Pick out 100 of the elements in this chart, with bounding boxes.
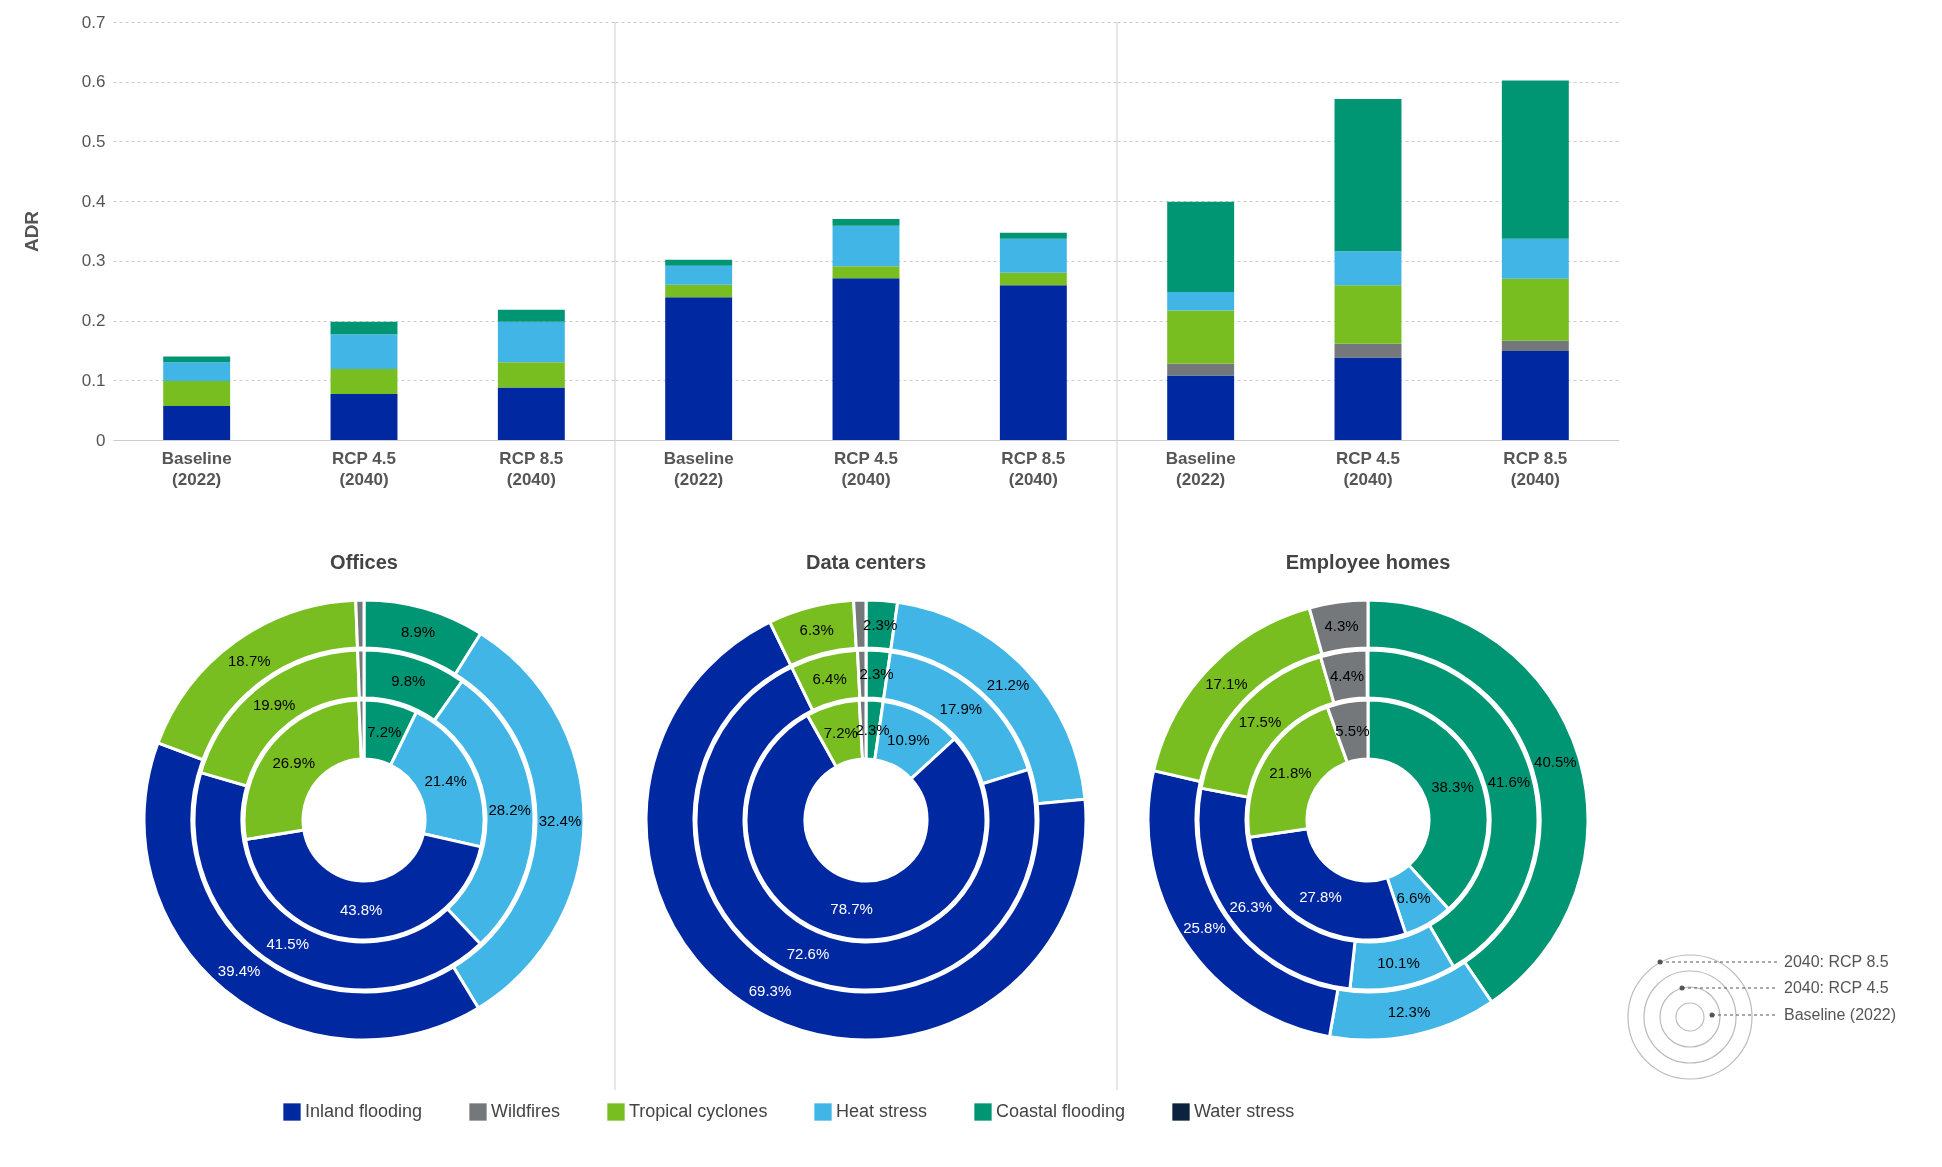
- data-label: 26.9%: [272, 753, 315, 771]
- bar: [163, 380, 231, 406]
- bar: [330, 368, 398, 395]
- legend-label: Water stress: [1194, 1101, 1295, 1121]
- data-label: 19.9%: [252, 695, 296, 713]
- data-label: 41.6%: [1487, 772, 1531, 790]
- bar: [1334, 343, 1402, 358]
- legend-label: Coastal flooding: [996, 1101, 1126, 1121]
- data-label: 26.3%: [1229, 897, 1272, 915]
- x-tick-label: Baseline (2022): [161, 448, 232, 489]
- data-label: 78.7%: [830, 900, 873, 918]
- bar: [1501, 278, 1569, 341]
- data-label: 39.4%: [217, 962, 261, 980]
- bar: [1501, 340, 1569, 352]
- slice-label: 2040: RCP 4.5: [1784, 979, 1889, 996]
- data-label: 18.7%: [228, 652, 271, 670]
- bar: [330, 334, 398, 369]
- y-tick-label: 0.5: [81, 131, 106, 151]
- bar: [1167, 291, 1235, 311]
- bar: [1501, 80, 1569, 239]
- bar: [1501, 238, 1569, 279]
- data-label: 9.8%: [391, 671, 426, 689]
- bar: [999, 272, 1067, 286]
- bar: [497, 321, 565, 363]
- bar: [1167, 201, 1235, 292]
- data-label: 32.4%: [538, 812, 582, 830]
- bar: [497, 387, 565, 440]
- data-label: 17.9%: [939, 699, 983, 717]
- x-tick-label: Baseline (2022): [663, 448, 734, 489]
- y-tick-label: 0.3: [81, 251, 106, 271]
- data-label: 72.6%: [786, 944, 830, 962]
- bar: [1334, 251, 1402, 286]
- bar: [832, 219, 900, 226]
- data-label: 6.4%: [812, 669, 847, 687]
- bar: [832, 225, 900, 267]
- data-label: 38.3%: [1431, 778, 1474, 796]
- x-tick-label: RCP 4.5 (2040): [834, 448, 898, 489]
- data-label: 41.5%: [266, 935, 309, 953]
- bar: [665, 265, 733, 285]
- x-tick-label: RCP 4.5 (2040): [332, 448, 396, 489]
- legend-label: Inland flooding: [305, 1101, 423, 1121]
- data-label: 17.1%: [1205, 675, 1248, 693]
- x-tick-label: RCP 8.5 (2040): [499, 448, 564, 489]
- chart-title: Data centers: [805, 551, 927, 573]
- y-tick-label: 0.6: [81, 72, 106, 92]
- data-label: 25.8%: [1183, 919, 1226, 937]
- bar: [1334, 357, 1402, 440]
- x-tick-label: Baseline (2022): [1165, 448, 1236, 489]
- data-label: 28.2%: [488, 800, 531, 818]
- data-label: 4.3%: [1324, 616, 1359, 634]
- data-label: 6.6%: [1396, 889, 1431, 907]
- data-label: 10.1%: [1377, 953, 1420, 971]
- legend-label: Wildfires: [491, 1101, 561, 1121]
- bar: [1334, 99, 1402, 252]
- bar: [1167, 310, 1235, 364]
- data-label: 17.5%: [1238, 712, 1282, 730]
- bar: [163, 362, 231, 381]
- data-label: 21.4%: [424, 771, 467, 789]
- y-tick-label: 0.7: [81, 12, 106, 32]
- bar: [1167, 363, 1235, 376]
- chart-title: Employee homes: [1285, 551, 1451, 573]
- bar: [163, 356, 231, 363]
- chart-title: Offices: [330, 551, 398, 573]
- data-label: 43.8%: [339, 901, 383, 919]
- bar: [1501, 351, 1569, 440]
- data-label: 6.3%: [799, 621, 834, 639]
- legend-label: Heat stress: [836, 1101, 928, 1121]
- slice-label: 2040: RCP 8.5: [1784, 953, 1889, 970]
- bar: [999, 238, 1067, 273]
- x-tick-label: RCP 8.5 (2040): [1001, 448, 1066, 489]
- bar: [497, 362, 565, 388]
- data-label: 4.4%: [1329, 666, 1365, 684]
- x-tick-label: RCP 4.5 (2040): [1336, 448, 1400, 489]
- bar: [497, 309, 565, 322]
- bar: [832, 266, 900, 279]
- y-tick-label: 0: [96, 430, 106, 450]
- data-label: 69.3%: [748, 981, 792, 999]
- bar: [1334, 285, 1402, 344]
- bar: [999, 232, 1067, 239]
- bar: [1167, 375, 1235, 440]
- data-label: 7.2%: [367, 722, 402, 740]
- x-tick-label: RCP 8.5 (2040): [1503, 448, 1568, 489]
- data-label: 8.9%: [400, 622, 436, 640]
- bar: [665, 284, 733, 298]
- data-label: 12.3%: [1387, 1002, 1431, 1020]
- data-label: 21.2%: [986, 675, 1030, 693]
- slice-label: Baseline (2022): [1784, 1006, 1897, 1023]
- data-label: 40.5%: [1534, 753, 1577, 771]
- bar: [330, 321, 398, 335]
- bar: [330, 394, 398, 440]
- data-label: 27.8%: [1299, 888, 1342, 906]
- bar: [999, 285, 1067, 440]
- bar: [832, 278, 900, 440]
- y-tick-label: 0.1: [81, 370, 106, 390]
- bar: [665, 259, 733, 266]
- y-tick-label: 0.4: [81, 191, 106, 211]
- legend-label: Tropical cyclones: [629, 1101, 768, 1121]
- data-label: 21.8%: [1269, 764, 1312, 782]
- bar: [665, 297, 733, 440]
- y-tick-label: 0.2: [81, 311, 106, 331]
